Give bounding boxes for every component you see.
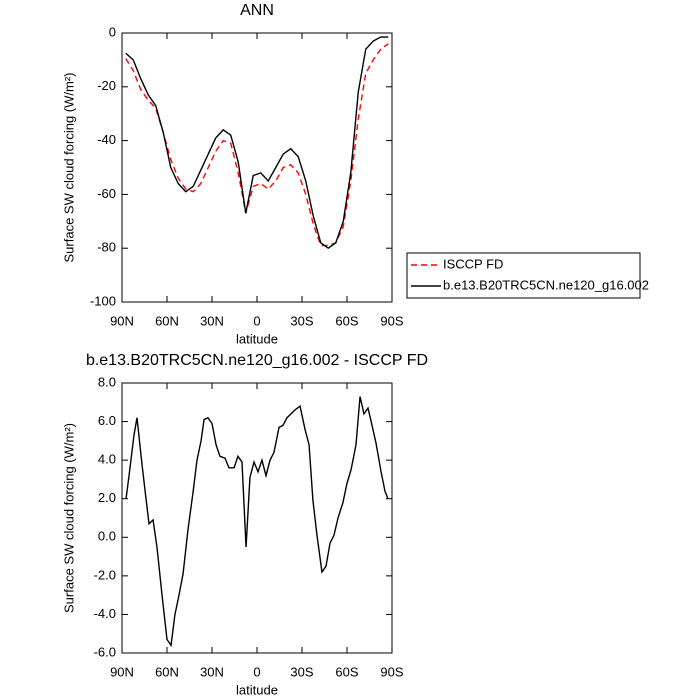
plot-frame <box>121 382 393 654</box>
x-tick-label: 0 <box>253 664 260 679</box>
y-tick-label: 0 <box>109 24 116 39</box>
y-tick-label: -6.0 <box>94 644 116 659</box>
x-tick-label: 90S <box>380 313 403 328</box>
x-tick-label: 30S <box>290 664 313 679</box>
x-axis-label: latitude <box>236 682 278 697</box>
x-tick-label: 30N <box>200 313 224 328</box>
y-tick-label: -60 <box>97 186 116 201</box>
x-tick-label: 60S <box>335 313 358 328</box>
y-tick-label: 0.0 <box>98 529 116 544</box>
x-tick-label: 30S <box>290 313 313 328</box>
y-tick-label: 8.0 <box>98 374 116 389</box>
x-tick-label: 90N <box>110 664 134 679</box>
x-tick-label: 90N <box>110 313 134 328</box>
x-tick-label: 30N <box>200 664 224 679</box>
y-tick-label: -80 <box>97 240 116 255</box>
y-axis-label: Surface SW cloud forcing (W/m²) <box>61 423 76 613</box>
y-tick-label: 2.0 <box>98 490 116 505</box>
x-tick-label: 90S <box>380 664 403 679</box>
y-tick-label: -40 <box>97 132 116 147</box>
legend-box <box>406 252 641 299</box>
y-axis-label: Surface SW cloud forcing (W/m²) <box>61 73 76 263</box>
data-line <box>125 43 389 247</box>
legend-label: b.e13.B20TRC5CN.ne120_g16.002 <box>443 277 649 292</box>
y-tick-label: -100 <box>90 293 116 308</box>
y-tick-label: -4.0 <box>94 606 116 621</box>
y-tick-label: -2.0 <box>94 567 116 582</box>
data-line <box>125 36 389 250</box>
chart-title: ANN <box>240 2 274 19</box>
x-axis-label: latitude <box>236 331 278 346</box>
x-tick-label: 60N <box>155 313 179 328</box>
x-tick-label: 60S <box>335 664 358 679</box>
y-tick-label: 4.0 <box>98 452 116 467</box>
y-tick-label: -20 <box>97 78 116 93</box>
chart-title: b.e13.B20TRC5CN.ne120_g16.002 - ISCCP FD <box>86 352 428 369</box>
data-line <box>125 396 389 648</box>
x-tick-label: 0 <box>253 313 260 328</box>
plot-frame <box>121 32 393 303</box>
y-tick-label: 6.0 <box>98 413 116 428</box>
x-tick-label: 60N <box>155 664 179 679</box>
legend-label: ISCCP FD <box>443 256 503 271</box>
